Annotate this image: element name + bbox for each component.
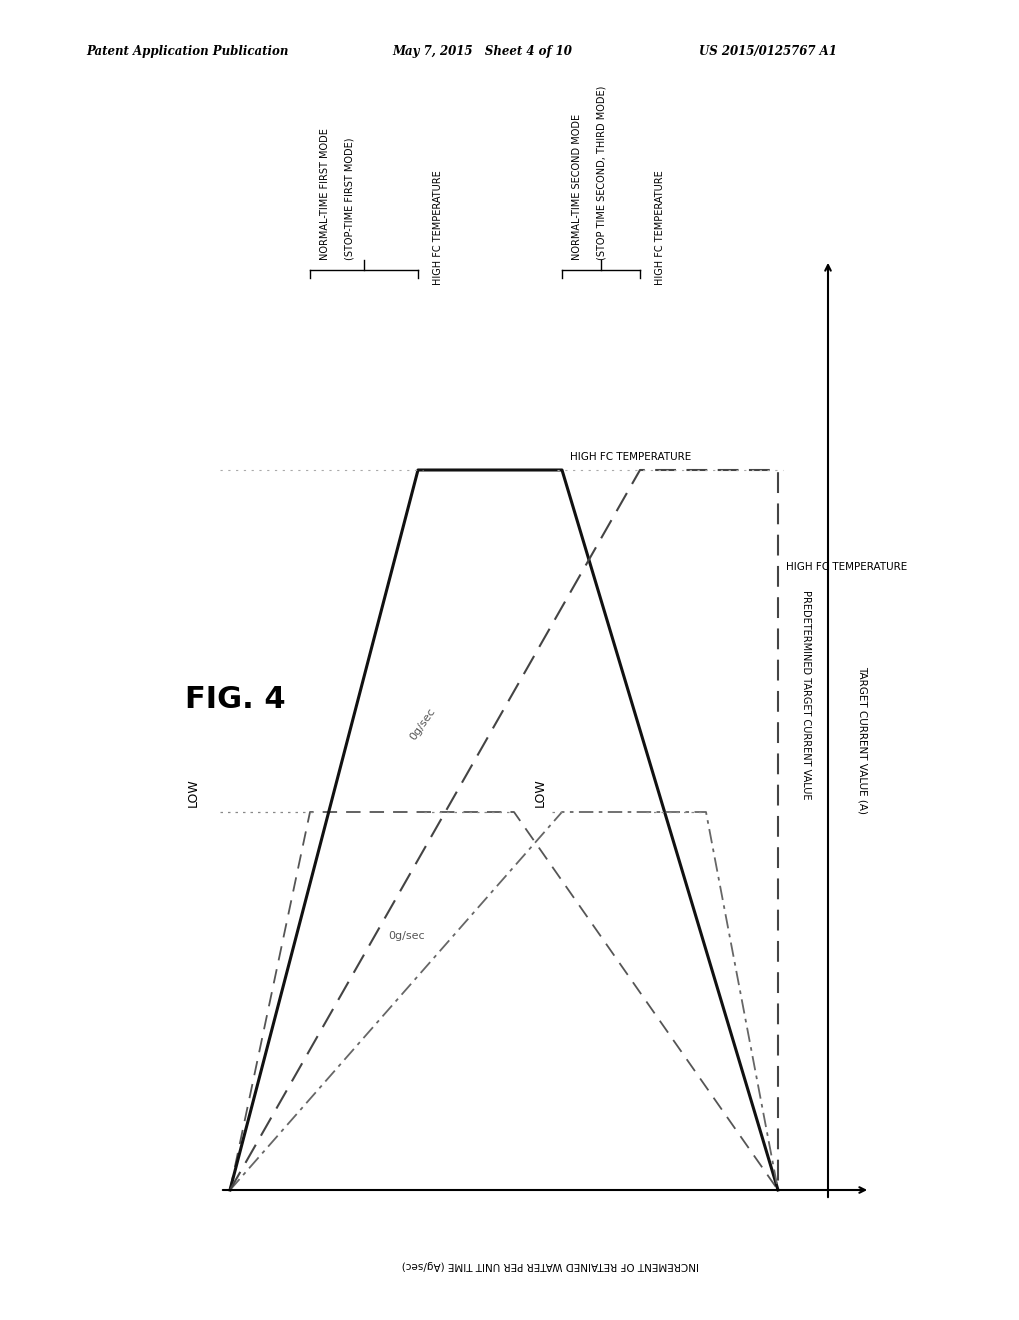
Text: 0g/sec: 0g/sec (408, 706, 437, 742)
Text: FIG. 4: FIG. 4 (184, 685, 285, 714)
Text: INCREMENT OF RETAINED WATER PER UNIT TIME (Ag/sec): INCREMENT OF RETAINED WATER PER UNIT TIM… (401, 1261, 698, 1270)
Text: US 2015/0125767 A1: US 2015/0125767 A1 (698, 45, 836, 58)
Text: HIGH FC TEMPERATURE: HIGH FC TEMPERATURE (433, 170, 442, 285)
Text: May 7, 2015   Sheet 4 of 10: May 7, 2015 Sheet 4 of 10 (392, 45, 572, 58)
Text: LOW: LOW (534, 779, 546, 807)
Text: TARGET CURRENT VALUE (A): TARGET CURRENT VALUE (A) (857, 667, 867, 814)
Text: HIGH FC TEMPERATURE: HIGH FC TEMPERATURE (786, 562, 906, 572)
Text: HIGH FC TEMPERATURE: HIGH FC TEMPERATURE (570, 451, 691, 462)
Text: NORMAL-TIME FIRST MODE: NORMAL-TIME FIRST MODE (320, 128, 330, 260)
Text: 0g/sec: 0g/sec (387, 931, 424, 941)
Text: NORMAL-TIME SECOND MODE: NORMAL-TIME SECOND MODE (572, 114, 582, 260)
Text: (STOP-TIME FIRST MODE): (STOP-TIME FIRST MODE) (344, 137, 355, 260)
Text: (STOP TIME SECOND, THIRD MODE): (STOP TIME SECOND, THIRD MODE) (596, 86, 606, 260)
Text: Patent Application Publication: Patent Application Publication (87, 45, 288, 58)
Text: PREDETERMINED TARGET CURRENT VALUE: PREDETERMINED TARGET CURRENT VALUE (800, 590, 810, 800)
Text: HIGH FC TEMPERATURE: HIGH FC TEMPERATURE (654, 170, 664, 285)
Text: LOW: LOW (186, 779, 200, 807)
